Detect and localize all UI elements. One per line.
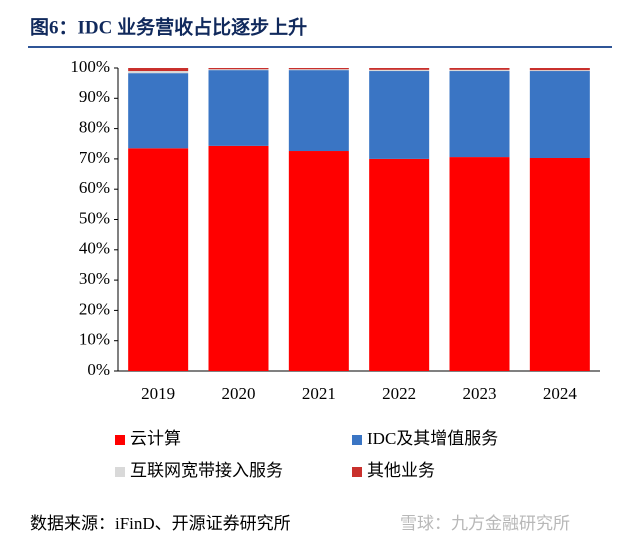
bar-segment <box>529 71 590 158</box>
bar-segment <box>449 157 510 371</box>
bar-segment <box>449 68 510 70</box>
legend-label: 互联网宽带接入服务 <box>130 461 283 480</box>
bar-segment <box>128 68 189 72</box>
bar-segment <box>288 70 349 152</box>
x-tick-label: 2023 <box>463 384 497 403</box>
bar-segment <box>288 68 349 70</box>
bar-segment <box>128 73 189 149</box>
y-tick-label: 90% <box>79 87 110 106</box>
bar-segment <box>369 71 430 159</box>
y-tick-label: 30% <box>79 269 110 288</box>
bar-segment <box>529 68 590 71</box>
bar-segment <box>128 148 189 371</box>
legend-swatch <box>352 467 362 477</box>
y-tick-label: 40% <box>79 239 110 258</box>
bar-segment <box>369 158 430 371</box>
x-tick-label: 2019 <box>141 384 175 403</box>
legend-label: IDC及其增值服务 <box>367 429 498 448</box>
chart-title: 图6：IDC 业务营收占比逐步上升 <box>30 15 307 38</box>
bar-segment <box>529 70 590 72</box>
source-note: 数据来源：iFinD、开源证券研究所 <box>30 514 291 533</box>
legend-label: 云计算 <box>130 429 181 448</box>
bar-segment <box>288 69 349 71</box>
y-tick-label: 0% <box>87 360 110 379</box>
bar-segment <box>208 69 269 71</box>
y-tick-label: 80% <box>79 118 110 137</box>
legend-label: 其他业务 <box>367 461 435 480</box>
bar-segment <box>288 151 349 371</box>
y-tick-label: 70% <box>79 148 110 167</box>
bar-segment <box>449 69 510 72</box>
bar-segment <box>449 71 510 158</box>
y-tick-label: 50% <box>79 208 110 227</box>
x-tick-label: 2022 <box>382 384 416 403</box>
bar-segment <box>529 157 590 371</box>
legend-swatch <box>115 467 125 477</box>
x-tick-label: 2020 <box>222 384 256 403</box>
legend-swatch <box>352 435 362 445</box>
y-tick-label: 100% <box>70 57 110 76</box>
watermark: 雪球：九方金融研究所 <box>400 514 570 533</box>
bar-segment <box>208 68 269 70</box>
x-tick-label: 2021 <box>302 384 336 403</box>
y-tick-label: 60% <box>79 178 110 197</box>
y-tick-label: 20% <box>79 299 110 318</box>
legend-swatch <box>115 435 125 445</box>
bar-segment <box>208 70 269 146</box>
y-tick-label: 10% <box>79 330 110 349</box>
bar-segment <box>369 68 430 70</box>
bar-segment <box>369 69 430 72</box>
x-tick-label: 2024 <box>543 384 578 403</box>
bar-segment <box>208 145 269 371</box>
bar-segment <box>128 71 189 74</box>
